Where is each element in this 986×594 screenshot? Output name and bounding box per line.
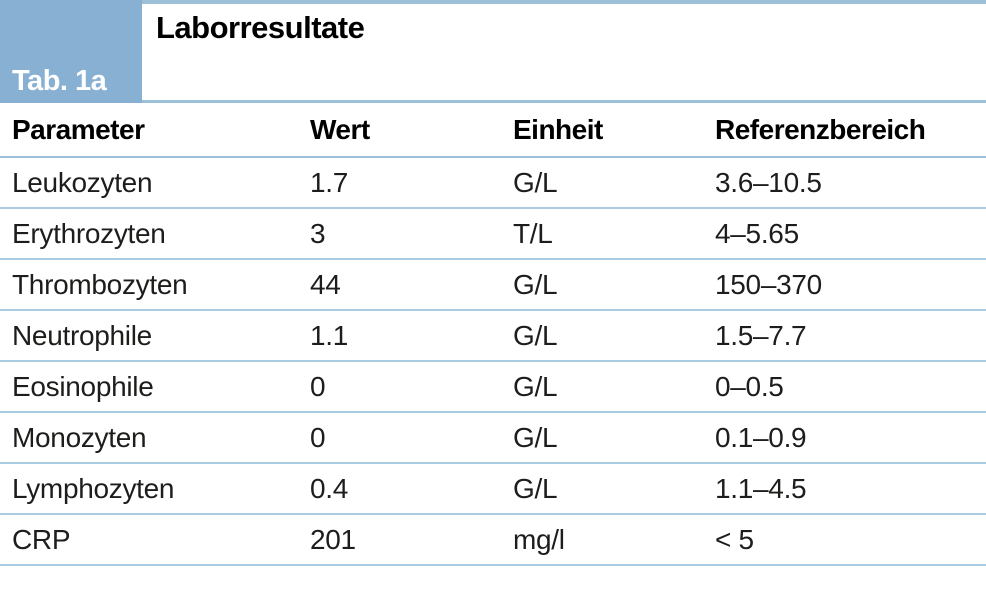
cell-einheit: G/L <box>513 157 715 209</box>
cell-einheit: G/L <box>513 259 715 311</box>
cell-parameter: Neutrophile <box>0 310 310 362</box>
cell-wert: 1.7 <box>310 157 513 209</box>
top-accent-strip <box>0 0 986 4</box>
column-header-einheit: Einheit <box>513 103 715 158</box>
cell-einheit: G/L <box>513 463 715 515</box>
cell-wert: 1.1 <box>310 310 513 362</box>
cell-referenzbereich: 0–0.5 <box>715 361 986 413</box>
column-header-parameter: Parameter <box>0 103 310 158</box>
header-divider-line <box>0 100 986 103</box>
cell-parameter: Leukozyten <box>0 157 310 209</box>
cell-referenzbereich: 1.1–4.5 <box>715 463 986 515</box>
column-header-referenzbereich: Referenzbereich <box>715 103 986 158</box>
cell-parameter: Thrombozyten <box>0 259 310 311</box>
table-row: Thrombozyten 44 G/L 150–370 <box>0 259 986 311</box>
table-header-row: Parameter Wert Einheit Referenzbereich <box>0 103 986 158</box>
figure-title: Laborresultate <box>156 10 365 45</box>
cell-referenzbereich: 3.6–10.5 <box>715 157 986 209</box>
cell-parameter: Lymphozyten <box>0 463 310 515</box>
cell-einheit: T/L <box>513 208 715 260</box>
table-row: Eosinophile 0 G/L 0–0.5 <box>0 361 986 413</box>
cell-parameter: Erythrozyten <box>0 208 310 260</box>
table-row: Monozyten 0 G/L 0.1–0.9 <box>0 412 986 464</box>
lab-results-table: Parameter Wert Einheit Referenzbereich L… <box>0 103 986 566</box>
cell-referenzbereich: 150–370 <box>715 259 986 311</box>
cell-wert: 0 <box>310 412 513 464</box>
cell-wert: 0.4 <box>310 463 513 515</box>
cell-referenzbereich: 4–5.65 <box>715 208 986 260</box>
table-number-label: Tab. 1a <box>12 65 107 97</box>
cell-referenzbereich: 0.1–0.9 <box>715 412 986 464</box>
cell-referenzbereich: < 5 <box>715 514 986 566</box>
table-row: Lymphozyten 0.4 G/L 1.1–4.5 <box>0 463 986 515</box>
cell-einheit: G/L <box>513 412 715 464</box>
table-number-box: Tab. 1a <box>0 0 142 103</box>
cell-parameter: Eosinophile <box>0 361 310 413</box>
cell-referenzbereich: 1.5–7.7 <box>715 310 986 362</box>
cell-parameter: Monozyten <box>0 412 310 464</box>
column-header-wert: Wert <box>310 103 513 158</box>
table-row: Leukozyten 1.7 G/L 3.6–10.5 <box>0 157 986 209</box>
cell-wert: 0 <box>310 361 513 413</box>
cell-einheit: mg/l <box>513 514 715 566</box>
cell-wert: 44 <box>310 259 513 311</box>
cell-einheit: G/L <box>513 361 715 413</box>
table-row: Erythrozyten 3 T/L 4–5.65 <box>0 208 986 260</box>
table-row: Neutrophile 1.1 G/L 1.5–7.7 <box>0 310 986 362</box>
figure-header: Tab. 1a Laborresultate <box>0 0 986 103</box>
cell-wert: 201 <box>310 514 513 566</box>
cell-parameter: CRP <box>0 514 310 566</box>
cell-einheit: G/L <box>513 310 715 362</box>
table-row: CRP 201 mg/l < 5 <box>0 514 986 566</box>
cell-wert: 3 <box>310 208 513 260</box>
